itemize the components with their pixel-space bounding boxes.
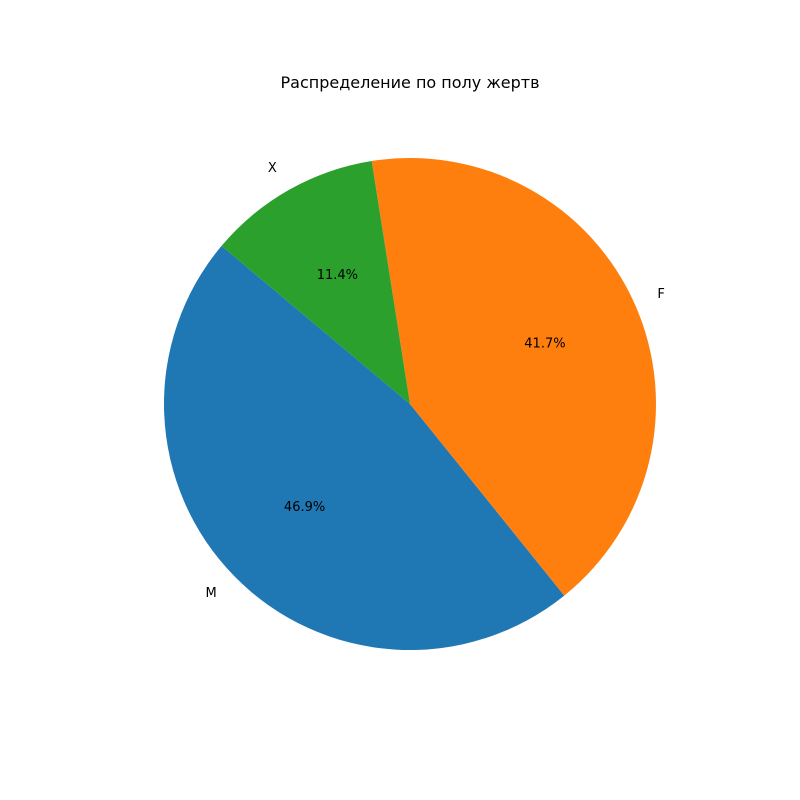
slice-percent-x: 11.4% bbox=[317, 268, 358, 283]
slice-label-m: M bbox=[206, 586, 217, 601]
pie-slice-x bbox=[221, 161, 410, 404]
slice-label-f: F bbox=[657, 287, 664, 302]
slice-label-x: X bbox=[268, 161, 277, 176]
slice-percent-m: 46.9% bbox=[284, 500, 325, 515]
pie-labels: M 46.9% F 41.7% X 11.4% bbox=[206, 161, 665, 601]
slice-percent-f: 41.7% bbox=[524, 337, 565, 352]
pie-slice-m bbox=[164, 245, 565, 650]
chart-title: Распределение по полу жертв bbox=[280, 73, 539, 92]
pie-slices bbox=[164, 158, 656, 650]
pie-slice-f bbox=[371, 158, 656, 596]
